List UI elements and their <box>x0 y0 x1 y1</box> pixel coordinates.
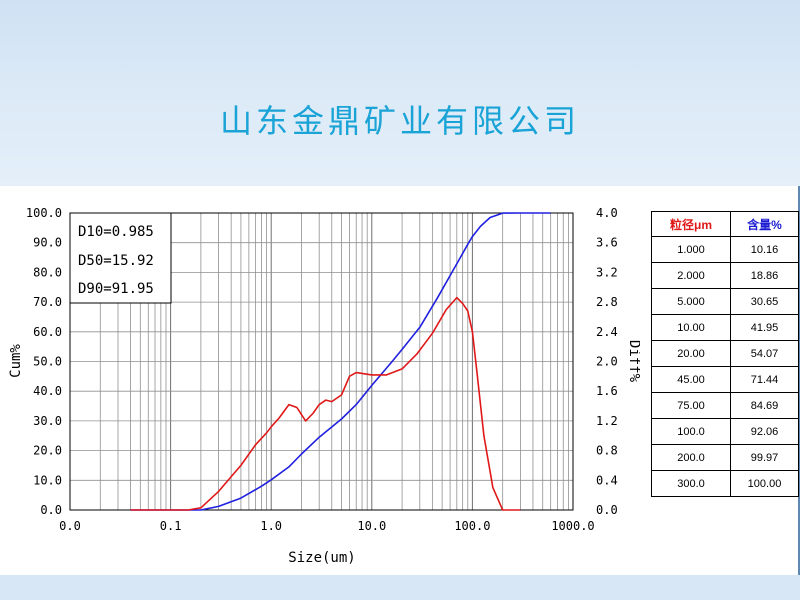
y-left-tick-label: 50.0 <box>33 355 62 369</box>
table-cell-content: 99.97 <box>730 444 799 471</box>
axis-ticks: 0.0 0.1 1.0 10.0 100.0 1000.00.010.020.030.04… <box>26 206 618 533</box>
table-cell-size: 20.00 <box>651 340 731 367</box>
y-right-tick-label: 3.2 <box>596 265 618 279</box>
table-cell-content: 10.16 <box>730 236 799 263</box>
x-tick-label: 10.0 <box>357 519 386 533</box>
company-title: 山东金鼎矿业有限公司 <box>219 102 580 140</box>
size-distribution-table: 粒径μm 含量% 1.000 10.16 2.000 18.86 5.000 30.65 1… <box>651 211 799 497</box>
y-left-tick-label: 60.0 <box>33 325 62 339</box>
y-left-tick-label: 0.0 <box>40 503 62 517</box>
table-body: 1.000 10.16 2.000 18.86 5.000 30.65 10.00 41.95… <box>651 236 799 497</box>
header-background <box>0 0 800 186</box>
table-cell-content: 41.95 <box>730 314 799 341</box>
plot-area-frame <box>69 212 574 511</box>
y-right-tick-label: 0.4 <box>596 473 618 487</box>
table-row: 200.0 99.97 <box>651 444 799 471</box>
y-right-tick-label: 2.4 <box>596 325 618 339</box>
annotation-d90: D90=91.95 <box>78 281 154 297</box>
y-right-tick-label: 1.6 <box>596 384 618 398</box>
table-cell-size: 2.000 <box>651 262 731 289</box>
y-right-tick-label: 0.0 <box>596 503 618 517</box>
x-tick-label: 0.0 <box>59 519 81 533</box>
table-row: 10.00 41.95 <box>651 314 799 341</box>
y-right-tick-label: 3.6 <box>596 236 618 250</box>
x-tick-label: 1.0 <box>260 519 282 533</box>
y-left-tick-label: 20.0 <box>33 444 62 458</box>
table-cell-size: 45.00 <box>651 366 731 393</box>
y-right-tick-label: 4.0 <box>596 206 618 220</box>
table-header-content: 含量% <box>730 211 799 237</box>
table-cell-size: 300.0 <box>651 470 731 497</box>
y-axis-left-label: Cum% <box>8 344 24 378</box>
table-row: 1.000 10.16 <box>651 236 799 263</box>
y-left-tick-label: 40.0 <box>33 384 62 398</box>
y-axis-right-label: Diff% <box>626 340 640 383</box>
table-cell-content: 54.07 <box>730 340 799 367</box>
x-tick-label: 0.1 <box>160 519 182 533</box>
y-left-tick-label: 10.0 <box>33 473 62 487</box>
annotation-box <box>69 212 172 304</box>
chart-grid <box>70 213 573 510</box>
series-line-differential <box>130 296 521 511</box>
y-right-tick-label: 2.8 <box>596 295 618 309</box>
x-axis-label: Size(um) <box>288 550 355 566</box>
table-row: 2.000 18.86 <box>651 262 799 289</box>
y-right-tick-label: 2.0 <box>596 355 618 369</box>
annotation-d50: D50=15.92 <box>78 253 154 269</box>
table-cell-size: 100.0 <box>651 418 731 445</box>
table-header-size: 粒径μm <box>651 211 731 237</box>
particle-size-chart: 0.0 0.1 1.0 10.0 100.0 1000.00.010.020.030.04… <box>8 206 640 566</box>
table-cell-size: 5.000 <box>651 288 731 315</box>
table-cell-size: 200.0 <box>651 444 731 471</box>
table-header-row: 粒径μm 含量% <box>651 211 799 237</box>
y-left-tick-label: 30.0 <box>33 414 62 428</box>
table-row: 5.000 30.65 <box>651 288 799 315</box>
series-line-cumulative <box>130 212 551 511</box>
table-cell-content: 18.86 <box>730 262 799 289</box>
table-cell-size: 1.000 <box>651 236 731 263</box>
table-cell-size: 10.00 <box>651 314 731 341</box>
table-cell-content: 84.69 <box>730 392 799 419</box>
table-cell-content: 71.44 <box>730 366 799 393</box>
x-tick-label: 1000.0 <box>551 519 594 533</box>
annotation-d10: D10=0.985 <box>78 224 154 240</box>
table-row: 300.0 100.00 <box>651 470 799 497</box>
table-cell-content: 30.65 <box>730 288 799 315</box>
y-right-tick-label: 1.2 <box>596 414 618 428</box>
x-tick-label: 100.0 <box>454 519 490 533</box>
table-row: 75.00 84.69 <box>651 392 799 419</box>
table-row: 20.00 54.07 <box>651 340 799 367</box>
y-left-tick-label: 90.0 <box>33 236 62 250</box>
table-cell-size: 75.00 <box>651 392 731 419</box>
table-row: 45.00 71.44 <box>651 366 799 393</box>
chart-series <box>130 212 551 511</box>
y-left-tick-label: 100.0 <box>26 206 62 220</box>
y-right-tick-label: 0.8 <box>596 444 618 458</box>
table-cell-content: 100.00 <box>730 470 799 497</box>
y-left-tick-label: 80.0 <box>33 265 62 279</box>
table-cell-content: 92.06 <box>730 418 799 445</box>
y-left-tick-label: 70.0 <box>33 295 62 309</box>
table-row: 100.0 92.06 <box>651 418 799 445</box>
